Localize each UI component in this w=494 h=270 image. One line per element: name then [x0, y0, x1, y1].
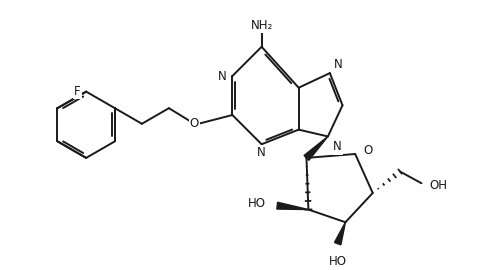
Polygon shape: [304, 136, 328, 160]
Text: HO: HO: [247, 197, 265, 210]
Text: HO: HO: [329, 255, 347, 268]
Text: O: O: [190, 117, 199, 130]
Polygon shape: [334, 222, 345, 245]
Text: N: N: [333, 140, 341, 153]
Text: OH: OH: [429, 179, 447, 192]
Text: N: N: [334, 58, 342, 71]
Text: N: N: [257, 146, 266, 159]
Text: F: F: [74, 85, 81, 98]
Polygon shape: [277, 202, 308, 210]
Text: NH₂: NH₂: [250, 19, 273, 32]
Text: O: O: [363, 144, 372, 157]
Text: N: N: [218, 69, 227, 83]
